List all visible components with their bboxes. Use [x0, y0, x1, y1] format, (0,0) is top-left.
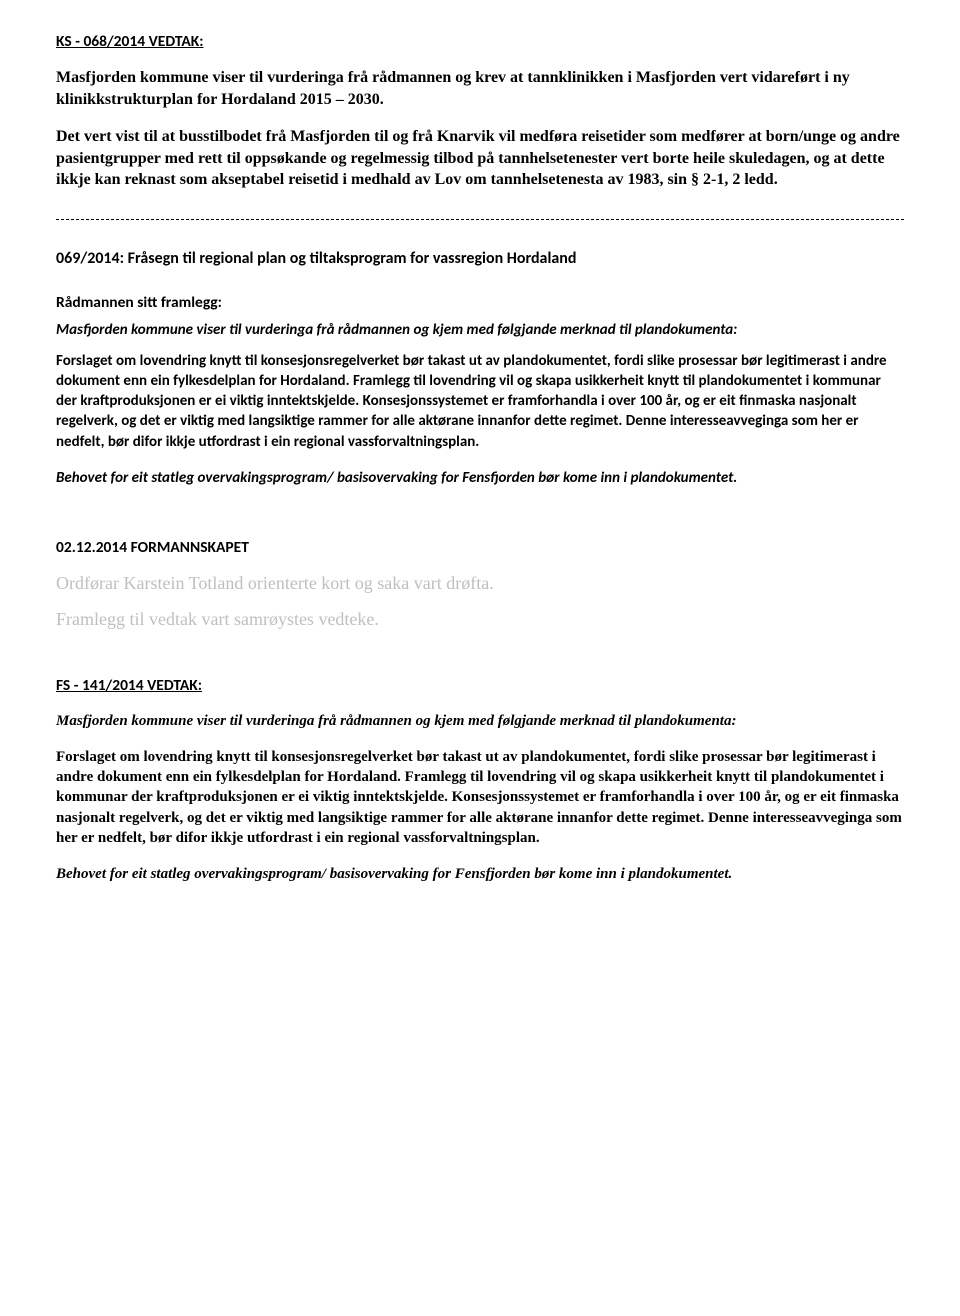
formannskapet-section: 02.12.2014 FORMANNSKAPET Ordførar Karste…: [56, 538, 904, 632]
fs-141-intro: Masfjorden kommune viser til vurderinga …: [56, 711, 904, 731]
ks-068-para-1: Masfjorden kommune viser til vurderinga …: [56, 67, 904, 110]
item-069-section: 069/2014: Fråsegn til regional plan og t…: [56, 248, 904, 488]
item-069-para-2: Behovet for eit statleg overvakingsprogr…: [56, 468, 904, 488]
ks-068-para-2: Det vert vist til at busstilbodet frå Ma…: [56, 126, 904, 191]
ks-068-section: KS - 068/2014 VEDTAK: Masfjorden kommune…: [56, 32, 904, 191]
divider: [56, 219, 904, 220]
fs-141-para-2: Behovet for eit statleg overvakingsprogr…: [56, 864, 904, 884]
item-069-intro: Masfjorden kommune viser til vurderinga …: [56, 320, 904, 340]
fs-141-section: FS - 141/2014 VEDTAK: Masfjorden kommune…: [56, 676, 904, 885]
formannskapet-line-1: Ordførar Karstein Totland orienterte kor…: [56, 571, 904, 595]
radmannen-label: Rådmannen sitt framlegg:: [56, 293, 904, 314]
item-069-title: 069/2014: Fråsegn til regional plan og t…: [56, 248, 904, 270]
formannskapet-heading: 02.12.2014 FORMANNSKAPET: [56, 538, 904, 559]
fs-141-para-1: Forslaget om lovendring knytt til konses…: [56, 747, 904, 848]
ks-068-heading: KS - 068/2014 VEDTAK:: [56, 32, 904, 53]
formannskapet-line-2: Framlegg til vedtak vart samrøystes vedt…: [56, 607, 904, 631]
fs-141-heading: FS - 141/2014 VEDTAK:: [56, 676, 904, 697]
item-069-para-1: Forslaget om lovendring knytt til konses…: [56, 351, 904, 452]
